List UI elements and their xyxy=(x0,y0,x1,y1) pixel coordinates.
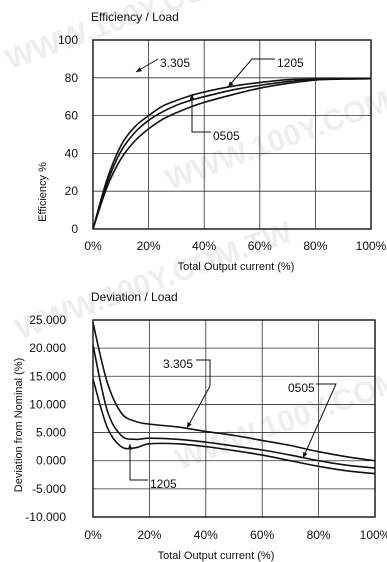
annotation-arrowhead xyxy=(228,81,234,87)
x-tick-label: 100% xyxy=(356,239,387,253)
series-annotation-3-305: 3.305 xyxy=(163,357,193,371)
y-tick-label: -5.000 xyxy=(32,482,66,496)
efficiency-chart: 0% 20% 40% 60% 80% 100% 0 20 40 60 80 100 3.305 1205 0… xyxy=(58,33,387,253)
y-tick-label: 40 xyxy=(65,146,79,160)
watermark-text: WWW.100Y.COM.TW xyxy=(171,346,387,477)
series-annotation-3-305: 3.305 xyxy=(160,56,190,70)
y-tick-label: 15.000 xyxy=(29,369,66,383)
x-tick-label: 20% xyxy=(137,239,161,253)
plot-frame xyxy=(92,319,376,518)
series-line-0505 xyxy=(92,345,376,469)
series-line-0505 xyxy=(92,77,372,230)
annotation-arrowhead xyxy=(189,94,195,100)
chart-2-xlabel: Total Output current (%) xyxy=(158,550,275,562)
annotation-leader xyxy=(191,94,211,133)
x-tick-label: 0% xyxy=(84,528,102,542)
chart-1-xlabel: Total Output current (%) xyxy=(178,261,295,273)
y-tick-label: 100 xyxy=(58,33,78,47)
chart-2-ylabel: Deviation from Nominal (%) xyxy=(13,358,25,492)
annotation-leader xyxy=(186,359,211,429)
x-tick-label: 80% xyxy=(307,528,331,542)
y-tick-label: -10.000 xyxy=(25,510,66,524)
chart-1-ylabel: Efficiency % xyxy=(37,162,49,222)
annotation-arrowhead xyxy=(127,444,133,450)
y-tick-label: 80 xyxy=(65,71,79,85)
annotation-leader xyxy=(302,383,337,459)
plot-frame xyxy=(92,39,372,230)
x-tick-label: 80% xyxy=(303,239,327,253)
x-tick-label: 40% xyxy=(194,528,218,542)
y-tick-label: 20.000 xyxy=(29,341,66,355)
y-tick-label: 60 xyxy=(65,109,79,123)
chart-2-title: Deviation / Load xyxy=(91,290,178,304)
annotation-arrowhead xyxy=(303,452,308,458)
y-tick-label: 10.000 xyxy=(29,397,66,411)
annotation-arrowhead xyxy=(136,67,142,72)
chart-1-title: Efficiency / Load xyxy=(91,10,179,24)
series-annotation-0505: 0505 xyxy=(213,129,240,143)
deviation-chart: 0% 20% 40% 60% 80% 100% 25.000 20.000 15.000 10.0… xyxy=(25,313,387,542)
y-tick-label: 0.000 xyxy=(36,454,66,468)
y-tick-label: 0 xyxy=(71,222,78,236)
x-tick-label: 20% xyxy=(137,528,161,542)
y-tick-label: 20 xyxy=(65,184,79,198)
series-annotation-1205: 1205 xyxy=(150,477,177,491)
x-tick-label: 100% xyxy=(360,528,387,542)
annotation-leader xyxy=(129,444,148,481)
x-tick-label: 60% xyxy=(250,528,274,542)
series-annotation-0505: 0505 xyxy=(288,381,315,395)
annotation-leader xyxy=(227,58,275,88)
y-tick-label: 5.000 xyxy=(36,426,66,440)
x-tick-label: 40% xyxy=(192,239,216,253)
y-tick-label: 25.000 xyxy=(29,313,66,327)
series-line-3-305 xyxy=(92,322,376,462)
annotation-arrowhead xyxy=(187,422,192,428)
series-annotation-1205: 1205 xyxy=(277,56,304,70)
series-line-1205 xyxy=(92,77,372,230)
x-tick-label: 0% xyxy=(84,239,102,253)
series-line-1205 xyxy=(92,378,376,475)
x-tick-label: 60% xyxy=(248,239,272,253)
